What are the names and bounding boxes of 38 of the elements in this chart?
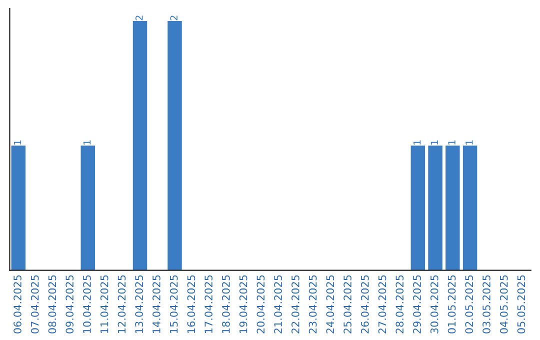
data-label: 1 <box>414 140 421 145</box>
x-tick-label: 25.04.2025 <box>344 275 352 334</box>
x-tick-label: 05.05.2025 <box>517 275 526 334</box>
x-tick-label: 01.05.2025 <box>448 275 456 334</box>
x-tick-label: 26.04.2025 <box>360 275 369 334</box>
x-tick-label: 24.04.2025 <box>326 275 334 334</box>
x-tick-label: 19.04.2025 <box>239 275 248 333</box>
x-tick-label: 20.04.2025 <box>256 275 265 334</box>
x-tick-label: 11.04.2025 <box>100 275 108 333</box>
data-label: 2 <box>135 16 143 20</box>
x-tick-label: 04.05.2025 <box>500 275 508 334</box>
x-tick-label: 09.04.2025 <box>66 275 74 334</box>
x-tick-label: 14.04.2025 <box>152 275 160 333</box>
x-tick-label: 22.04.2025 <box>291 275 300 334</box>
x-tick-label: 18.04.2025 <box>222 275 230 333</box>
x-tick-label: 30.04.2025 <box>430 275 438 334</box>
x-tick-label: 07.04.2025 <box>30 275 39 334</box>
x-tick-label: 21.04.2025 <box>274 275 282 334</box>
x-tick-label: 12.04.2025 <box>118 275 126 333</box>
x-tick-label: 27.04.2025 <box>378 275 386 334</box>
x-tick-label: 17.04.2025 <box>204 275 212 333</box>
data-label: 1 <box>14 140 22 145</box>
data-label: 1 <box>448 140 456 145</box>
x-tick-label: 29.04.2025 <box>413 275 421 334</box>
data-label: 2 <box>170 16 178 20</box>
x-tick-label: 03.05.2025 <box>482 275 490 334</box>
x-tick-label: 13.04.2025 <box>135 275 144 333</box>
x-tick-label: 16.04.2025 <box>187 275 196 333</box>
x-tick-label: 23.04.2025 <box>308 275 317 334</box>
x-tick-label: 06.04.2025 <box>14 275 22 334</box>
x-tick-label: 08.04.2025 <box>48 275 56 334</box>
data-label: 1 <box>430 140 438 145</box>
x-tick-label: 28.04.2025 <box>396 275 404 334</box>
x-tick-label: 10.04.2025 <box>83 275 91 333</box>
data-label: 1 <box>83 140 91 145</box>
data-label: 1 <box>466 140 473 145</box>
x-tick-label: 02.05.2025 <box>465 275 474 334</box>
x-tick-label: 15.04.2025 <box>170 275 178 333</box>
